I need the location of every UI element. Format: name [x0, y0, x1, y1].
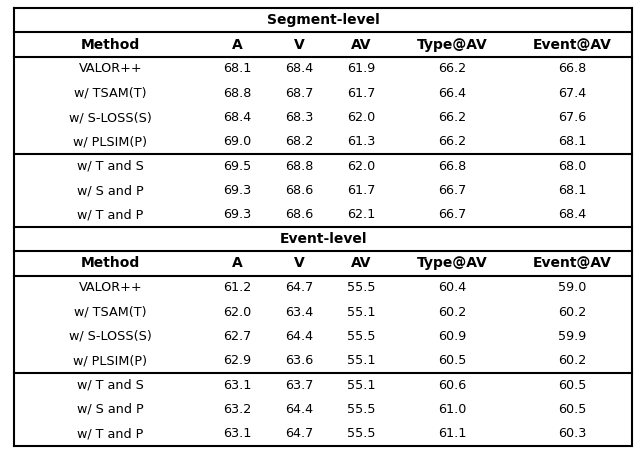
Text: VALOR++: VALOR++: [79, 63, 142, 75]
Text: 60.6: 60.6: [438, 379, 466, 391]
Text: 63.6: 63.6: [285, 354, 314, 367]
Text: w/ T and P: w/ T and P: [77, 427, 143, 440]
Text: 64.7: 64.7: [285, 427, 314, 440]
Text: Method: Method: [81, 38, 140, 52]
Text: 68.3: 68.3: [285, 111, 314, 124]
Text: 66.2: 66.2: [438, 135, 466, 148]
Text: 69.0: 69.0: [223, 135, 252, 148]
Text: 67.6: 67.6: [558, 111, 586, 124]
Text: Type@AV: Type@AV: [417, 257, 488, 271]
Text: A: A: [232, 38, 243, 52]
Text: 64.4: 64.4: [285, 330, 313, 343]
Text: Type@AV: Type@AV: [417, 38, 488, 52]
Text: 60.5: 60.5: [438, 354, 466, 367]
Text: Method: Method: [81, 257, 140, 271]
Text: 68.4: 68.4: [285, 63, 314, 75]
Text: 55.5: 55.5: [347, 281, 375, 294]
Text: 62.7: 62.7: [223, 330, 252, 343]
Text: 60.2: 60.2: [438, 306, 466, 319]
Text: 68.8: 68.8: [285, 160, 314, 173]
Text: Event-level: Event-level: [280, 232, 367, 246]
Text: 61.9: 61.9: [347, 63, 375, 75]
Text: 55.5: 55.5: [347, 403, 375, 416]
Text: A: A: [232, 257, 243, 271]
Text: VALOR++: VALOR++: [79, 281, 142, 294]
Text: w/ T and P: w/ T and P: [77, 208, 143, 222]
Text: w/ T and S: w/ T and S: [77, 379, 144, 391]
Text: w/ S and P: w/ S and P: [77, 403, 143, 416]
Text: 66.8: 66.8: [438, 160, 466, 173]
Text: 61.7: 61.7: [347, 87, 375, 100]
Text: 68.6: 68.6: [285, 184, 314, 197]
Text: 66.2: 66.2: [438, 63, 466, 75]
Text: 66.4: 66.4: [438, 87, 466, 100]
Text: 62.0: 62.0: [347, 160, 375, 173]
Text: 68.7: 68.7: [285, 87, 314, 100]
Text: 68.1: 68.1: [558, 184, 586, 197]
Text: w/ S-LOSS(S): w/ S-LOSS(S): [69, 330, 152, 343]
Text: 61.7: 61.7: [347, 184, 375, 197]
Text: AV: AV: [351, 257, 371, 271]
Text: w/ S and P: w/ S and P: [77, 184, 143, 197]
Text: w/ S-LOSS(S): w/ S-LOSS(S): [69, 111, 152, 124]
Text: 60.2: 60.2: [558, 306, 586, 319]
Text: AV: AV: [351, 38, 371, 52]
Text: 63.1: 63.1: [223, 427, 252, 440]
Text: 68.4: 68.4: [223, 111, 252, 124]
Text: 60.3: 60.3: [558, 427, 586, 440]
Text: 60.9: 60.9: [438, 330, 466, 343]
Text: Event@AV: Event@AV: [532, 38, 612, 52]
Text: 68.2: 68.2: [285, 135, 314, 148]
Text: 62.0: 62.0: [223, 306, 252, 319]
Text: 55.1: 55.1: [347, 306, 375, 319]
Text: 55.1: 55.1: [347, 379, 375, 391]
Text: 69.5: 69.5: [223, 160, 252, 173]
Text: 69.3: 69.3: [223, 208, 252, 222]
Text: 66.8: 66.8: [558, 63, 586, 75]
Text: w/ TSAM(T): w/ TSAM(T): [74, 87, 147, 100]
Text: 61.1: 61.1: [438, 427, 466, 440]
Text: 66.7: 66.7: [438, 184, 466, 197]
Text: 68.6: 68.6: [285, 208, 314, 222]
Text: 63.7: 63.7: [285, 379, 314, 391]
Text: 68.0: 68.0: [558, 160, 586, 173]
Text: 60.4: 60.4: [438, 281, 466, 294]
Text: 55.5: 55.5: [347, 330, 375, 343]
Text: w/ PLSIM(P): w/ PLSIM(P): [73, 135, 147, 148]
Text: 64.7: 64.7: [285, 281, 314, 294]
Text: 69.3: 69.3: [223, 184, 252, 197]
Text: 59.9: 59.9: [558, 330, 586, 343]
Text: 63.4: 63.4: [285, 306, 314, 319]
Text: 55.5: 55.5: [347, 427, 375, 440]
Text: 60.2: 60.2: [558, 354, 586, 367]
Text: 59.0: 59.0: [558, 281, 586, 294]
Text: 68.1: 68.1: [558, 135, 586, 148]
Text: 64.4: 64.4: [285, 403, 313, 416]
Text: 62.0: 62.0: [347, 111, 375, 124]
Text: V: V: [294, 257, 305, 271]
Text: 62.9: 62.9: [223, 354, 252, 367]
Text: 66.7: 66.7: [438, 208, 466, 222]
Text: 63.1: 63.1: [223, 379, 252, 391]
Text: V: V: [294, 38, 305, 52]
Text: 55.1: 55.1: [347, 354, 375, 367]
Text: Segment-level: Segment-level: [267, 13, 380, 27]
Text: 66.2: 66.2: [438, 111, 466, 124]
Text: 60.5: 60.5: [558, 379, 586, 391]
Text: 67.4: 67.4: [558, 87, 586, 100]
Text: w/ TSAM(T): w/ TSAM(T): [74, 306, 147, 319]
Text: Event@AV: Event@AV: [532, 257, 612, 271]
Text: 60.5: 60.5: [558, 403, 586, 416]
Text: 68.1: 68.1: [223, 63, 252, 75]
Text: 61.0: 61.0: [438, 403, 466, 416]
Text: 63.2: 63.2: [223, 403, 252, 416]
Text: w/ PLSIM(P): w/ PLSIM(P): [73, 354, 147, 367]
Text: 61.3: 61.3: [347, 135, 375, 148]
Text: 68.8: 68.8: [223, 87, 252, 100]
Text: 62.1: 62.1: [347, 208, 375, 222]
Text: w/ T and S: w/ T and S: [77, 160, 144, 173]
Text: 68.4: 68.4: [558, 208, 586, 222]
Text: 61.2: 61.2: [223, 281, 252, 294]
